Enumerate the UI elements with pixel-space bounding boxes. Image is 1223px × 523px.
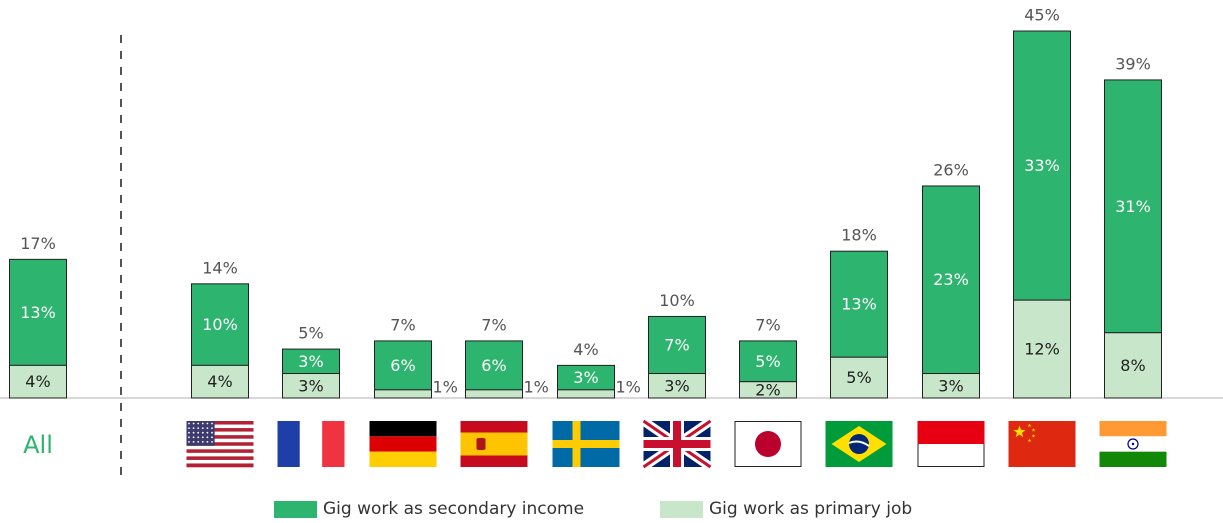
category-label-all: All bbox=[23, 431, 53, 459]
label-primary-germany: 1% bbox=[433, 378, 458, 397]
label-secondary-germany: 6% bbox=[390, 356, 415, 375]
flag-usa-icon bbox=[186, 421, 254, 468]
bar-secondary-indonesia bbox=[922, 185, 980, 375]
label-total-indonesia: 26% bbox=[933, 160, 969, 179]
legend-item-secondary: Gig work as secondary income bbox=[274, 497, 584, 521]
bar-secondary-sweden bbox=[557, 364, 615, 391]
label-secondary-usa: 10% bbox=[202, 315, 238, 334]
bar-primary-spain bbox=[465, 389, 523, 399]
label-total-china: 45% bbox=[1024, 6, 1060, 25]
bar-primary-all bbox=[9, 364, 67, 399]
bar-secondary-germany bbox=[374, 340, 432, 391]
flag-sweden-icon bbox=[552, 421, 620, 467]
label-secondary-brazil: 13% bbox=[841, 295, 877, 314]
label-total-usa: 14% bbox=[202, 258, 238, 277]
label-total-france: 5% bbox=[298, 324, 323, 343]
label-secondary-japan: 5% bbox=[755, 352, 780, 371]
label-secondary-all: 13% bbox=[20, 303, 56, 322]
label-secondary-china: 33% bbox=[1024, 156, 1060, 175]
label-primary-usa: 4% bbox=[207, 372, 232, 391]
label-total-sweden: 4% bbox=[573, 340, 598, 359]
label-primary-brazil: 5% bbox=[846, 368, 871, 387]
label-primary-uk: 3% bbox=[664, 376, 689, 395]
stacked-bar-chart: 13% 4% 17% 10% 4% 14% 3% 3% 5% 6% 1% 7% 6% 1% 7% 3% 1% 4%… bbox=[0, 6, 1223, 475]
bar-primary-japan bbox=[739, 381, 797, 399]
bar-secondary-spain bbox=[465, 340, 523, 391]
label-primary-china: 12% bbox=[1024, 340, 1060, 359]
label-primary-france: 3% bbox=[298, 376, 323, 395]
label-secondary-france: 3% bbox=[298, 352, 323, 371]
label-secondary-indonesia: 23% bbox=[933, 270, 969, 289]
bar-secondary-uk bbox=[648, 315, 706, 375]
label-secondary-spain: 6% bbox=[481, 356, 506, 375]
label-total-germany: 7% bbox=[390, 315, 415, 334]
label-primary-spain: 1% bbox=[524, 378, 549, 397]
bar-primary-germany bbox=[374, 389, 432, 399]
flag-india-icon bbox=[1099, 421, 1167, 467]
bar-primary-uk bbox=[648, 373, 706, 399]
flag-indonesia-icon bbox=[917, 421, 985, 467]
label-total-brazil: 18% bbox=[841, 226, 877, 245]
bar-primary-france bbox=[282, 373, 340, 399]
flag-uk-icon bbox=[640, 417, 714, 471]
bar-primary-indonesia bbox=[922, 373, 980, 399]
flag-brazil-icon bbox=[825, 421, 893, 467]
flag-spain-icon bbox=[460, 421, 528, 467]
label-primary-india: 8% bbox=[1120, 356, 1145, 375]
bar-primary-china bbox=[1013, 299, 1071, 399]
label-total-japan: 7% bbox=[755, 315, 780, 334]
label-primary-sweden: 1% bbox=[616, 378, 641, 397]
label-total-spain: 7% bbox=[481, 315, 506, 334]
label-secondary-sweden: 3% bbox=[573, 368, 598, 387]
label-total-india: 39% bbox=[1115, 54, 1151, 73]
bar-primary-brazil bbox=[830, 356, 888, 399]
legend-swatch-primary bbox=[660, 500, 703, 518]
flag-france-icon bbox=[277, 421, 345, 467]
label-total-all: 17% bbox=[20, 234, 56, 253]
bar-primary-sweden bbox=[557, 389, 615, 399]
bar-primary-usa bbox=[191, 364, 249, 399]
label-primary-all: 4% bbox=[25, 372, 50, 391]
flag-china-icon bbox=[1008, 421, 1076, 467]
flag-japan-icon bbox=[734, 421, 802, 467]
legend-swatch-secondary bbox=[274, 500, 317, 518]
bar-secondary-france bbox=[282, 348, 340, 375]
bar-secondary-japan bbox=[739, 340, 797, 383]
label-secondary-uk: 7% bbox=[664, 335, 689, 354]
bar-primary-india bbox=[1104, 332, 1162, 399]
label-primary-japan: 2% bbox=[755, 380, 780, 399]
bar-secondary-india bbox=[1104, 79, 1162, 334]
legend-item-primary: Gig work as primary job bbox=[660, 497, 912, 521]
legend-label-primary: Gig work as primary job bbox=[709, 499, 913, 519]
label-secondary-india: 31% bbox=[1115, 197, 1151, 216]
label-total-uk: 10% bbox=[659, 291, 695, 310]
flag-germany-icon bbox=[369, 421, 437, 467]
label-primary-indonesia: 3% bbox=[938, 376, 963, 395]
legend-label-secondary: Gig work as secondary income bbox=[323, 499, 585, 519]
bar-secondary-china bbox=[1013, 30, 1071, 301]
